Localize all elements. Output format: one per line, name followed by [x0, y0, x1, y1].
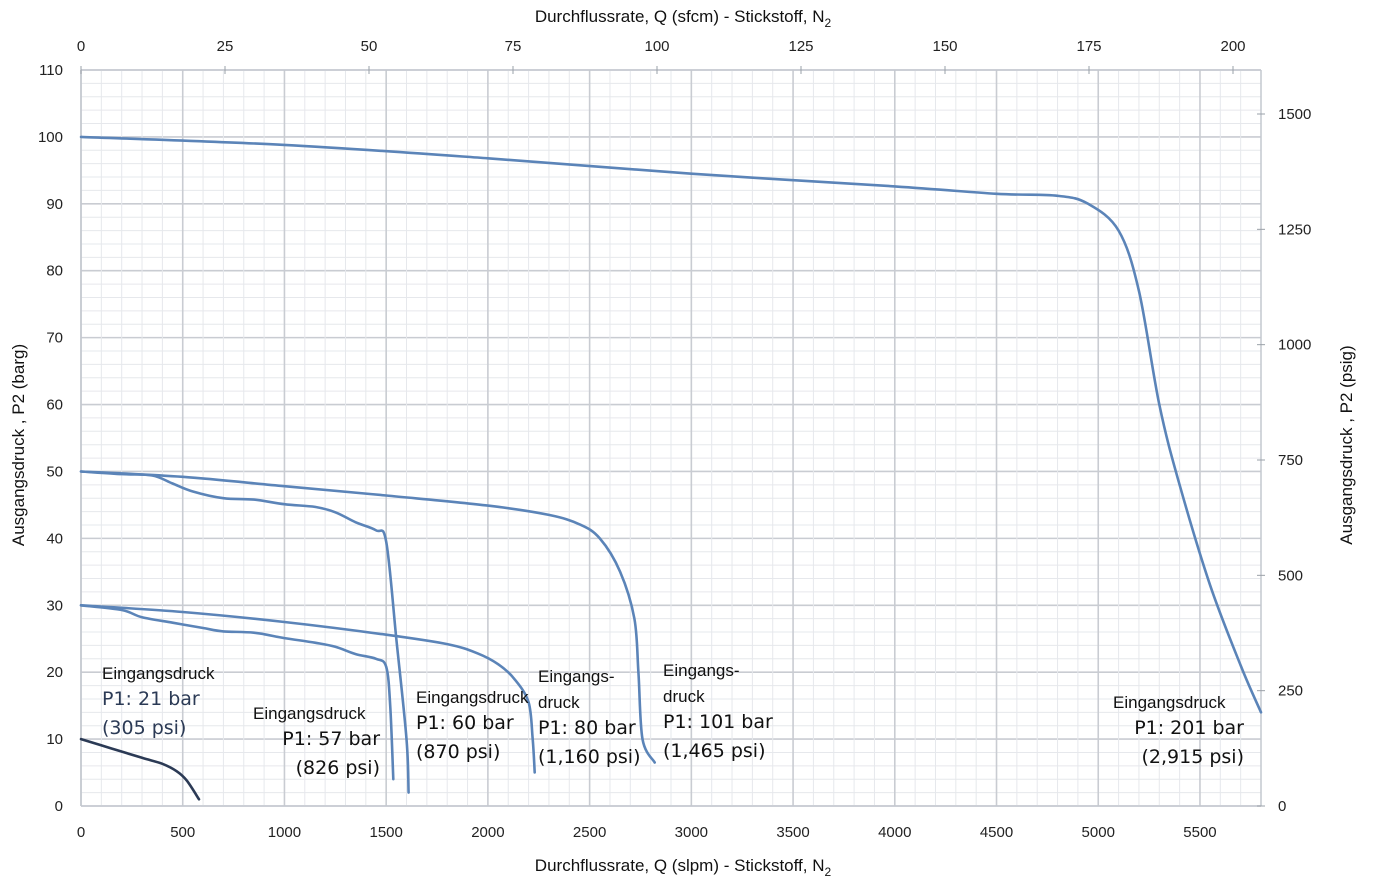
series-label-value: (1,160 psi): [538, 746, 641, 768]
series-line-4: [79, 604, 536, 774]
y2-tick-label: 1000: [1278, 337, 1311, 354]
series-label-value: P1: 57 bar: [282, 728, 380, 750]
grid-lines: [80, 69, 1262, 807]
series-line-5: [79, 470, 656, 764]
series-label-text: Eingangs-: [538, 667, 615, 686]
x2-tick-labels: 0 25 50 75 100 125 150 175 200: [77, 38, 1246, 74]
y2-tick-label: 250: [1278, 683, 1303, 700]
x2-axis-title: Durchflussrate, Q (sfcm) - Stickstoff, N…: [535, 7, 832, 30]
x2-tick-label: 125: [788, 38, 813, 55]
y-tick-label: 100: [38, 129, 63, 146]
series-label-6: Eingangsdruck P1: 201 bar (2,915 psi): [1113, 693, 1244, 768]
x2-tick-label: 25: [217, 38, 234, 55]
series-label-4: Eingangs-druck P1: 80 bar (1,160 psi): [538, 667, 641, 768]
y-tick-label: 20: [46, 664, 63, 681]
series-label-value: (2,915 psi): [1142, 746, 1245, 768]
x-tick-label: 1000: [268, 824, 301, 841]
series-label-value: P1: 21 bar: [102, 688, 200, 710]
x2-tick-label: 100: [644, 38, 669, 55]
series-label-text: Eingangsdruck: [102, 664, 215, 683]
y2-tick-label: 750: [1278, 452, 1303, 469]
series-label-value: (1,465 psi): [663, 740, 766, 762]
x-tick-label: 3500: [776, 824, 809, 841]
x-tick-label: 4500: [980, 824, 1013, 841]
series-lines: [79, 135, 1263, 801]
y-tick-label: 90: [46, 196, 63, 213]
x-tick-label: 2500: [573, 824, 606, 841]
y-tick-label: 0: [55, 798, 63, 815]
y-tick-label: 50: [46, 463, 63, 480]
series-label-value: (826 psi): [296, 757, 380, 779]
series-label-text: druck: [538, 693, 580, 712]
x-tick-label: 4000: [878, 824, 911, 841]
series-line-6: [79, 135, 1263, 714]
y-tick-label: 10: [46, 731, 63, 748]
series-label-text: Eingangsdruck: [1113, 693, 1226, 712]
y-tick-label: 70: [46, 330, 63, 347]
y2-axis-title: Ausgangsdruck , P2 (psig): [1337, 345, 1356, 544]
y-axis-title: Ausgangsdruck , P2 (barg): [9, 344, 28, 546]
x-tick-label: 1500: [369, 824, 402, 841]
series-label-3: Eingangsdruck P1: 60 bar (870 psi): [416, 688, 529, 763]
x2-tick-label: 50: [361, 38, 378, 55]
series-label-value: (870 psi): [416, 741, 500, 763]
y2-tick-label: 0: [1278, 798, 1286, 815]
axes: [80, 69, 1262, 807]
x-tick-label: 500: [170, 824, 195, 841]
y-tick-label: 110: [39, 62, 63, 79]
series-line-3: [79, 470, 410, 794]
x-tick-label: 5500: [1183, 824, 1216, 841]
series-label-5: Eingangs-druck P1: 101 bar (1,465 psi): [663, 661, 773, 762]
y-tick-label: 30: [46, 597, 63, 614]
series-label-value: P1: 101 bar: [663, 711, 773, 733]
y2-tick-label: 500: [1278, 567, 1303, 584]
series-label-text: druck: [663, 687, 705, 706]
y-tick-label: 60: [46, 397, 63, 414]
series-label-text: Eingangs-: [663, 661, 740, 680]
y-tick-label: 40: [46, 530, 63, 547]
series-label-value: P1: 60 bar: [416, 712, 514, 734]
series-label-value: P1: 201 bar: [1134, 717, 1244, 739]
series-line-1: [79, 737, 201, 801]
series-line-2: [79, 604, 395, 781]
y2-tick-label: 1500: [1278, 106, 1311, 123]
y-tick-label: 80: [46, 263, 63, 280]
x2-tick-label: 150: [932, 38, 957, 55]
series-label-value: P1: 80 bar: [538, 717, 636, 739]
series-label-value: (305 psi): [102, 717, 186, 739]
series-label-1: Eingangsdruck P1: 21 bar (305 psi): [102, 664, 215, 739]
series-label-text: Eingangsdruck: [416, 688, 529, 707]
x-tick-label: 0: [77, 824, 85, 841]
x-tick-labels: 0 500 1000 1500 2000 2500 3000 3500 4000 4500 5000…: [77, 824, 1217, 841]
series-label-2: Eingangsdruck P1: 57 bar (826 psi): [253, 704, 380, 779]
x2-tick-label: 0: [77, 38, 85, 55]
y2-tick-labels: 0 250 500 750 1000 1250 1500: [1257, 106, 1311, 815]
x-axis-title: Durchflussrate, Q (slpm) - Stickstoff, N…: [535, 856, 832, 879]
x-tick-label: 3000: [675, 824, 708, 841]
x2-tick-label: 75: [505, 38, 522, 55]
x2-tick-label: 200: [1220, 38, 1245, 55]
y2-tick-label: 1250: [1278, 221, 1311, 238]
x2-tick-label: 175: [1076, 38, 1101, 55]
y-tick-labels: 0 10 20 30 40 50 60 70 80 90 100 110: [38, 62, 63, 815]
series-label-text: Eingangsdruck: [253, 704, 366, 723]
x-tick-label: 2000: [471, 824, 504, 841]
x-tick-label: 5000: [1082, 824, 1115, 841]
